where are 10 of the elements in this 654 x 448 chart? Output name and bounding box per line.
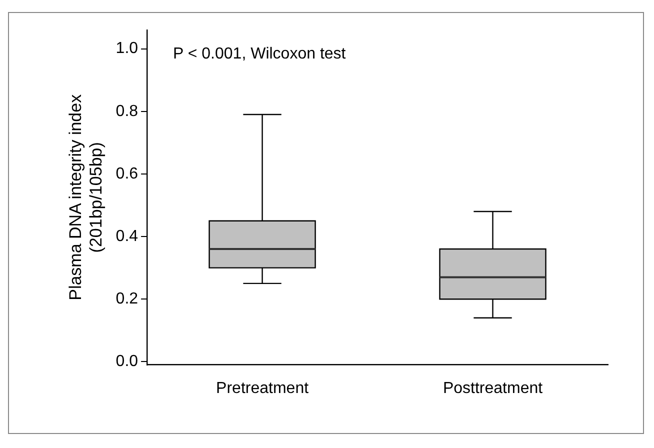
y-axis-title: Plasma DNA integrity index (201bp/105bp) [66,94,106,300]
y-tick-label: 0.0 [116,353,138,370]
y-tick-label: 0.8 [116,102,138,120]
x-tick-label: Pretreatment [216,380,310,397]
y-tick-label: 0.2 [116,290,138,308]
annotation: P < 0.001, Wilcoxon test [173,45,346,62]
x-tick-label: Posttreatment [442,380,544,397]
y-tick-label: 0.4 [116,228,138,245]
y-tick-label: 1.0 [116,40,138,58]
y-tick-label: 0.6 [116,165,138,182]
